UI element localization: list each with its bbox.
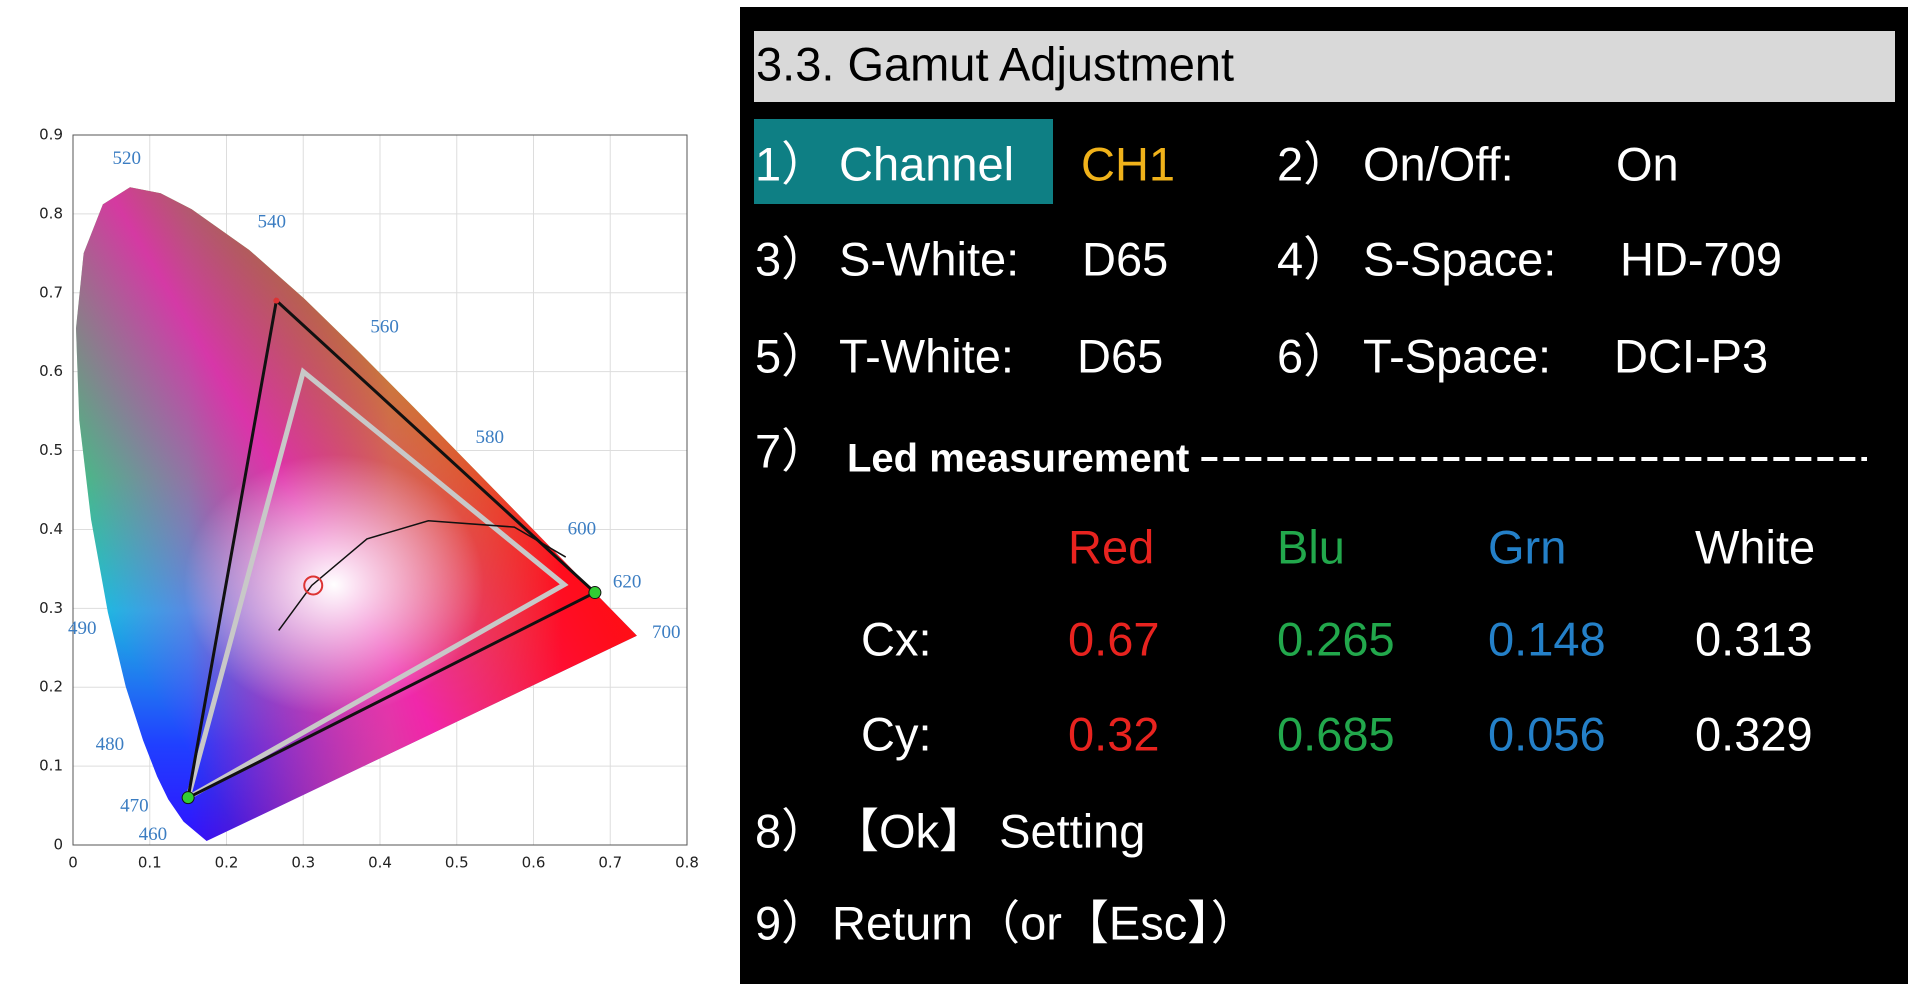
- item-value: On: [1616, 137, 1679, 190]
- item-value: CH1: [1081, 137, 1175, 190]
- column-header: Grn: [1488, 520, 1566, 573]
- menu-title: 3.3. Gamut Adjustment: [756, 37, 1234, 90]
- title-bar: [754, 31, 1895, 102]
- y-tick-label: 0.7: [39, 283, 63, 301]
- y-tick-label: 0.1: [39, 757, 63, 775]
- item-label: T-Space:: [1363, 329, 1551, 382]
- planckian-locus: [278, 520, 567, 631]
- wavelength-label: 520: [112, 148, 141, 169]
- primary-point: [273, 297, 280, 304]
- primary-point: [181, 791, 195, 805]
- cie-diagram: 0 0.1 0.2 0.3 0.4 0.5 0.6 0.7 0.8 0 0.1 0.2 0.3 0.4 0.…: [39, 126, 699, 872]
- y-tick-label: 0.5: [39, 441, 63, 459]
- y-tick-label: 0.8: [39, 204, 63, 222]
- row-label: Cy:: [861, 707, 932, 760]
- target-gamut: [186, 297, 598, 801]
- wavelength-label: 480: [96, 734, 125, 755]
- plot-frame: [72, 134, 688, 846]
- wavelength-label: 560: [370, 317, 399, 338]
- measure-value: 0.32: [1068, 707, 1159, 760]
- x-tick-label: 0: [68, 854, 78, 872]
- wavelength-label: 490: [68, 618, 97, 639]
- wavelength-label: 700: [652, 622, 681, 643]
- wavelength-label: 460: [139, 824, 168, 845]
- wavelength-label: 540: [258, 212, 287, 233]
- y-tick-label: 0.4: [39, 520, 63, 538]
- selected-highlight: [754, 119, 1053, 204]
- x-tick-label: 0.8: [675, 854, 699, 872]
- x-tick-label: 0.4: [368, 854, 392, 872]
- row-label: Cx:: [861, 612, 932, 665]
- item-label: S-Space:: [1363, 232, 1556, 285]
- item-label: T-White:: [839, 329, 1014, 382]
- source-gamut: [184, 367, 569, 803]
- y-tick-label: 0.9: [39, 126, 63, 144]
- y-tick-label: 0.2: [39, 678, 63, 696]
- section-label: Led measurement: [847, 437, 1189, 481]
- y-tick-label: 0.3: [39, 599, 63, 617]
- action-label: Return（or【Esc】）: [832, 896, 1258, 949]
- measure-value: 0.685: [1277, 707, 1395, 760]
- measure-value: 0.056: [1488, 707, 1606, 760]
- item-number: 2）: [1277, 137, 1350, 190]
- x-tick-label: 0.5: [445, 854, 469, 872]
- item-value: DCI-P3: [1614, 329, 1768, 382]
- y-tick-label: 0.6: [39, 362, 63, 380]
- item-value: D65: [1082, 232, 1168, 285]
- x-tick-label: 0.6: [522, 854, 546, 872]
- action-label: 【Ok】 Setting: [832, 804, 1145, 857]
- x-tick-label: 0.7: [598, 854, 622, 872]
- item-number: 5）: [755, 329, 828, 382]
- measure-value: 0.329: [1695, 707, 1813, 760]
- item-value: HD-709: [1620, 232, 1782, 285]
- primary-point: [588, 586, 602, 600]
- item-label: S-White:: [839, 232, 1019, 285]
- item-number: 7）: [755, 424, 828, 477]
- item-number: 4）: [1277, 232, 1350, 285]
- item-number: 6）: [1277, 329, 1350, 382]
- item-number: 8）: [755, 804, 828, 857]
- gamut-menu: 3.3. Gamut Adjustment 1） Channel CH1 2） On/Of…: [754, 31, 1895, 949]
- measure-value: 0.313: [1695, 612, 1813, 665]
- x-tick-label: 0.2: [215, 854, 239, 872]
- measure-value: 0.265: [1277, 612, 1395, 665]
- item-number: 9）: [755, 896, 828, 949]
- column-header: Blu: [1277, 520, 1345, 573]
- item-number: 3）: [755, 232, 828, 285]
- white-point: [303, 575, 324, 596]
- measure-value: 0.148: [1488, 612, 1606, 665]
- wavelength-label: 600: [568, 519, 597, 540]
- white-point-glow: [183, 454, 484, 715]
- item-label: Channel: [839, 137, 1014, 190]
- x-tick-label: 0.1: [138, 854, 162, 872]
- item-value: D65: [1077, 329, 1163, 382]
- measure-value: 0.67: [1068, 612, 1159, 665]
- item-number: 1）: [755, 137, 828, 190]
- wavelength-label: 620: [613, 571, 642, 592]
- column-header: White: [1695, 520, 1815, 573]
- item-label: On/Off:: [1363, 137, 1514, 190]
- column-header: Red: [1068, 520, 1154, 573]
- wavelength-label: 470: [120, 795, 149, 816]
- wavelength-label: 580: [476, 427, 505, 448]
- x-tick-label: 0.3: [291, 854, 315, 872]
- y-tick-label: 0: [53, 836, 63, 854]
